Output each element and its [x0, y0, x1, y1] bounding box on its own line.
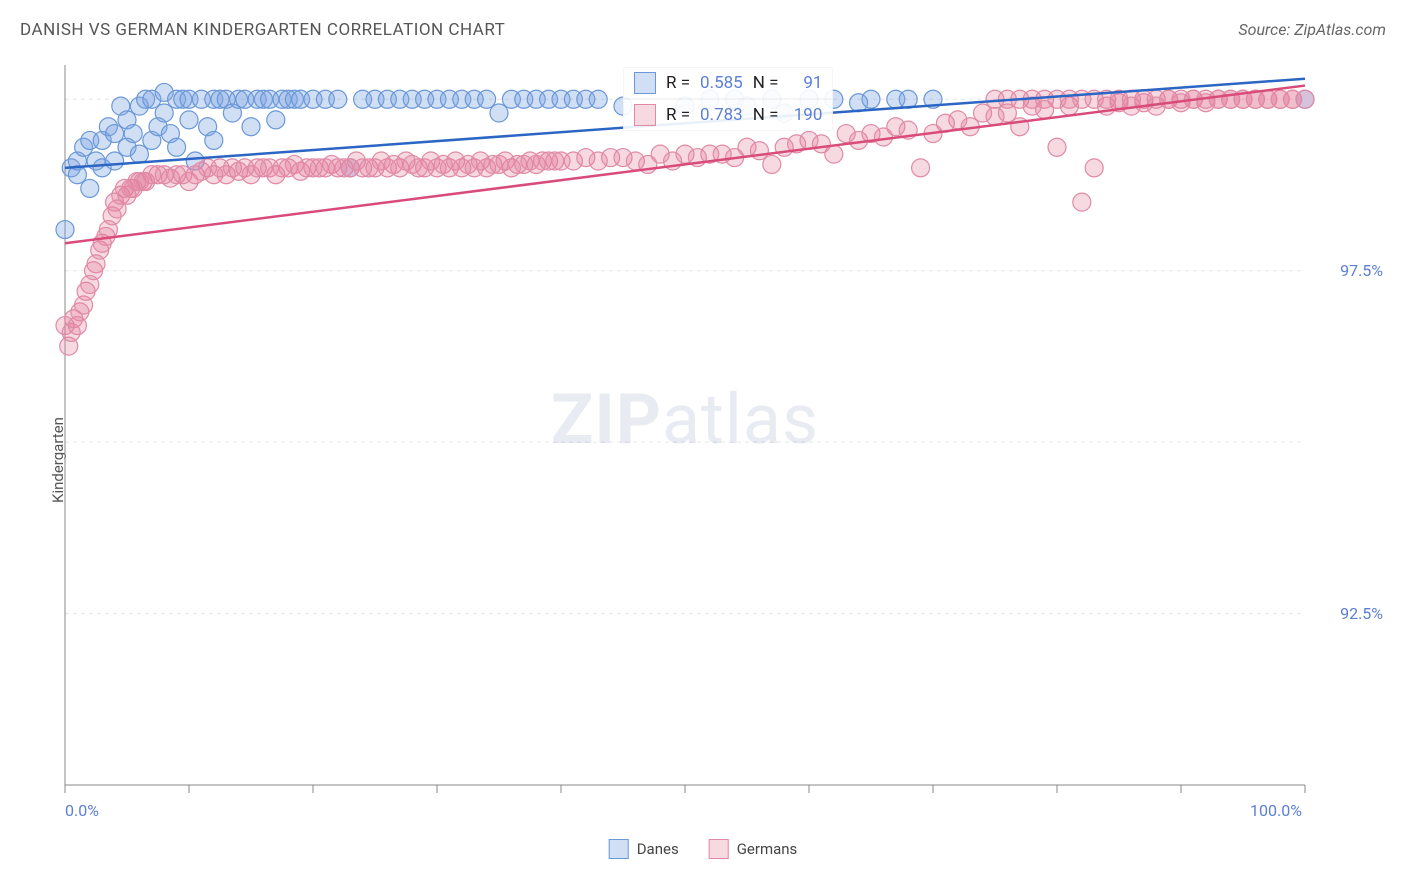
plot-area: ZIPatlas 92.5%97.5% 0.0%100.0% R = 0.585… [55, 55, 1315, 815]
stat-box-germans: R = 0.783 N = 190 [623, 99, 833, 131]
stat-r-label: R = [666, 73, 690, 93]
x-tick-label: 0.0% [65, 801, 99, 820]
legend-item-danes: Danes [609, 839, 679, 859]
stat-r-value-germans: 0.783 [700, 105, 743, 125]
chart-container: Kindergarten ZIPatlas 92.5%97.5% 0.0%100… [20, 55, 1386, 865]
y-tick-label: 92.5% [1313, 604, 1383, 623]
stat-n-value-germans: 190 [788, 105, 822, 125]
stat-r-value-danes: 0.585 [700, 73, 743, 93]
stat-box-danes: R = 0.585 N = 91 [623, 67, 833, 99]
stat-swatch-danes [634, 72, 656, 94]
legend-label-germans: Germans [737, 840, 798, 858]
stat-n-value-danes: 91 [788, 73, 822, 93]
legend-item-germans: Germans [709, 839, 798, 859]
chart-header: DANISH VS GERMAN KINDERGARTEN CORRELATIO… [20, 20, 1386, 46]
chart-title: DANISH VS GERMAN KINDERGARTEN CORRELATIO… [20, 20, 505, 40]
legend-label-danes: Danes [637, 840, 679, 858]
stat-n-label: N = [753, 105, 779, 125]
y-tick-label: 97.5% [1313, 261, 1383, 280]
chart-source: Source: ZipAtlas.com [1238, 20, 1386, 39]
scatter-svg [55, 55, 1315, 815]
legend: Danes Germans [609, 839, 798, 859]
x-tick-label: 100.0% [1250, 801, 1302, 820]
stat-r-label: R = [666, 105, 690, 125]
stat-n-label: N = [753, 73, 779, 93]
stat-swatch-germans [634, 104, 656, 126]
legend-swatch-danes [609, 839, 629, 859]
legend-swatch-germans [709, 839, 729, 859]
